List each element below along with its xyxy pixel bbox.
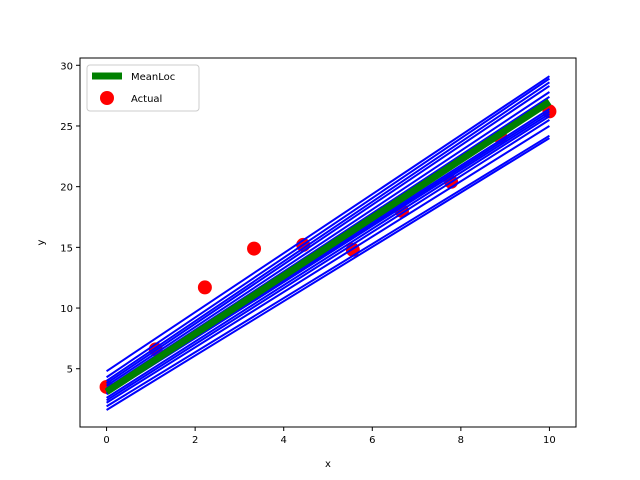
y-tick-label: 20 (60, 183, 73, 194)
x-tick-label: 2 (192, 435, 198, 446)
x-tick-label: 4 (281, 435, 287, 446)
sample-line (106, 119, 550, 402)
actual-point (247, 241, 262, 256)
sample-line (106, 77, 550, 379)
sample-line (106, 134, 550, 408)
sample-line (106, 91, 550, 387)
x-tick-label: 6 (369, 435, 375, 446)
sample-line (106, 137, 550, 411)
plot-area (99, 75, 557, 411)
y-tick-label: 10 (60, 304, 73, 315)
sample-line (106, 81, 550, 382)
sample-line (106, 115, 550, 399)
axis-ticks: 0 2 4 6 8 10 5 10 15 20 25 30 (60, 61, 556, 446)
legend-meanloc-label: MeanLoc (131, 72, 175, 83)
x-tick-label: 8 (458, 435, 464, 446)
legend-actual-label: Actual (131, 94, 162, 105)
sample-line (106, 85, 550, 385)
x-tick-label: 10 (543, 435, 556, 446)
y-tick-label: 30 (60, 61, 73, 72)
actual-point (197, 280, 212, 295)
x-axis-label: x (325, 459, 331, 470)
sample-line (106, 75, 550, 372)
sample-line (106, 125, 550, 404)
mean-line (104, 98, 552, 395)
legend-actual-swatch (100, 91, 114, 105)
y-axis-label: y (36, 239, 47, 245)
legend: MeanLoc Actual (86, 64, 200, 112)
axes-frame (79, 57, 577, 428)
y-tick-label: 15 (60, 243, 73, 254)
y-tick-label: 5 (67, 365, 73, 376)
y-tick-label: 25 (60, 122, 73, 133)
x-tick-label: 0 (103, 435, 109, 446)
